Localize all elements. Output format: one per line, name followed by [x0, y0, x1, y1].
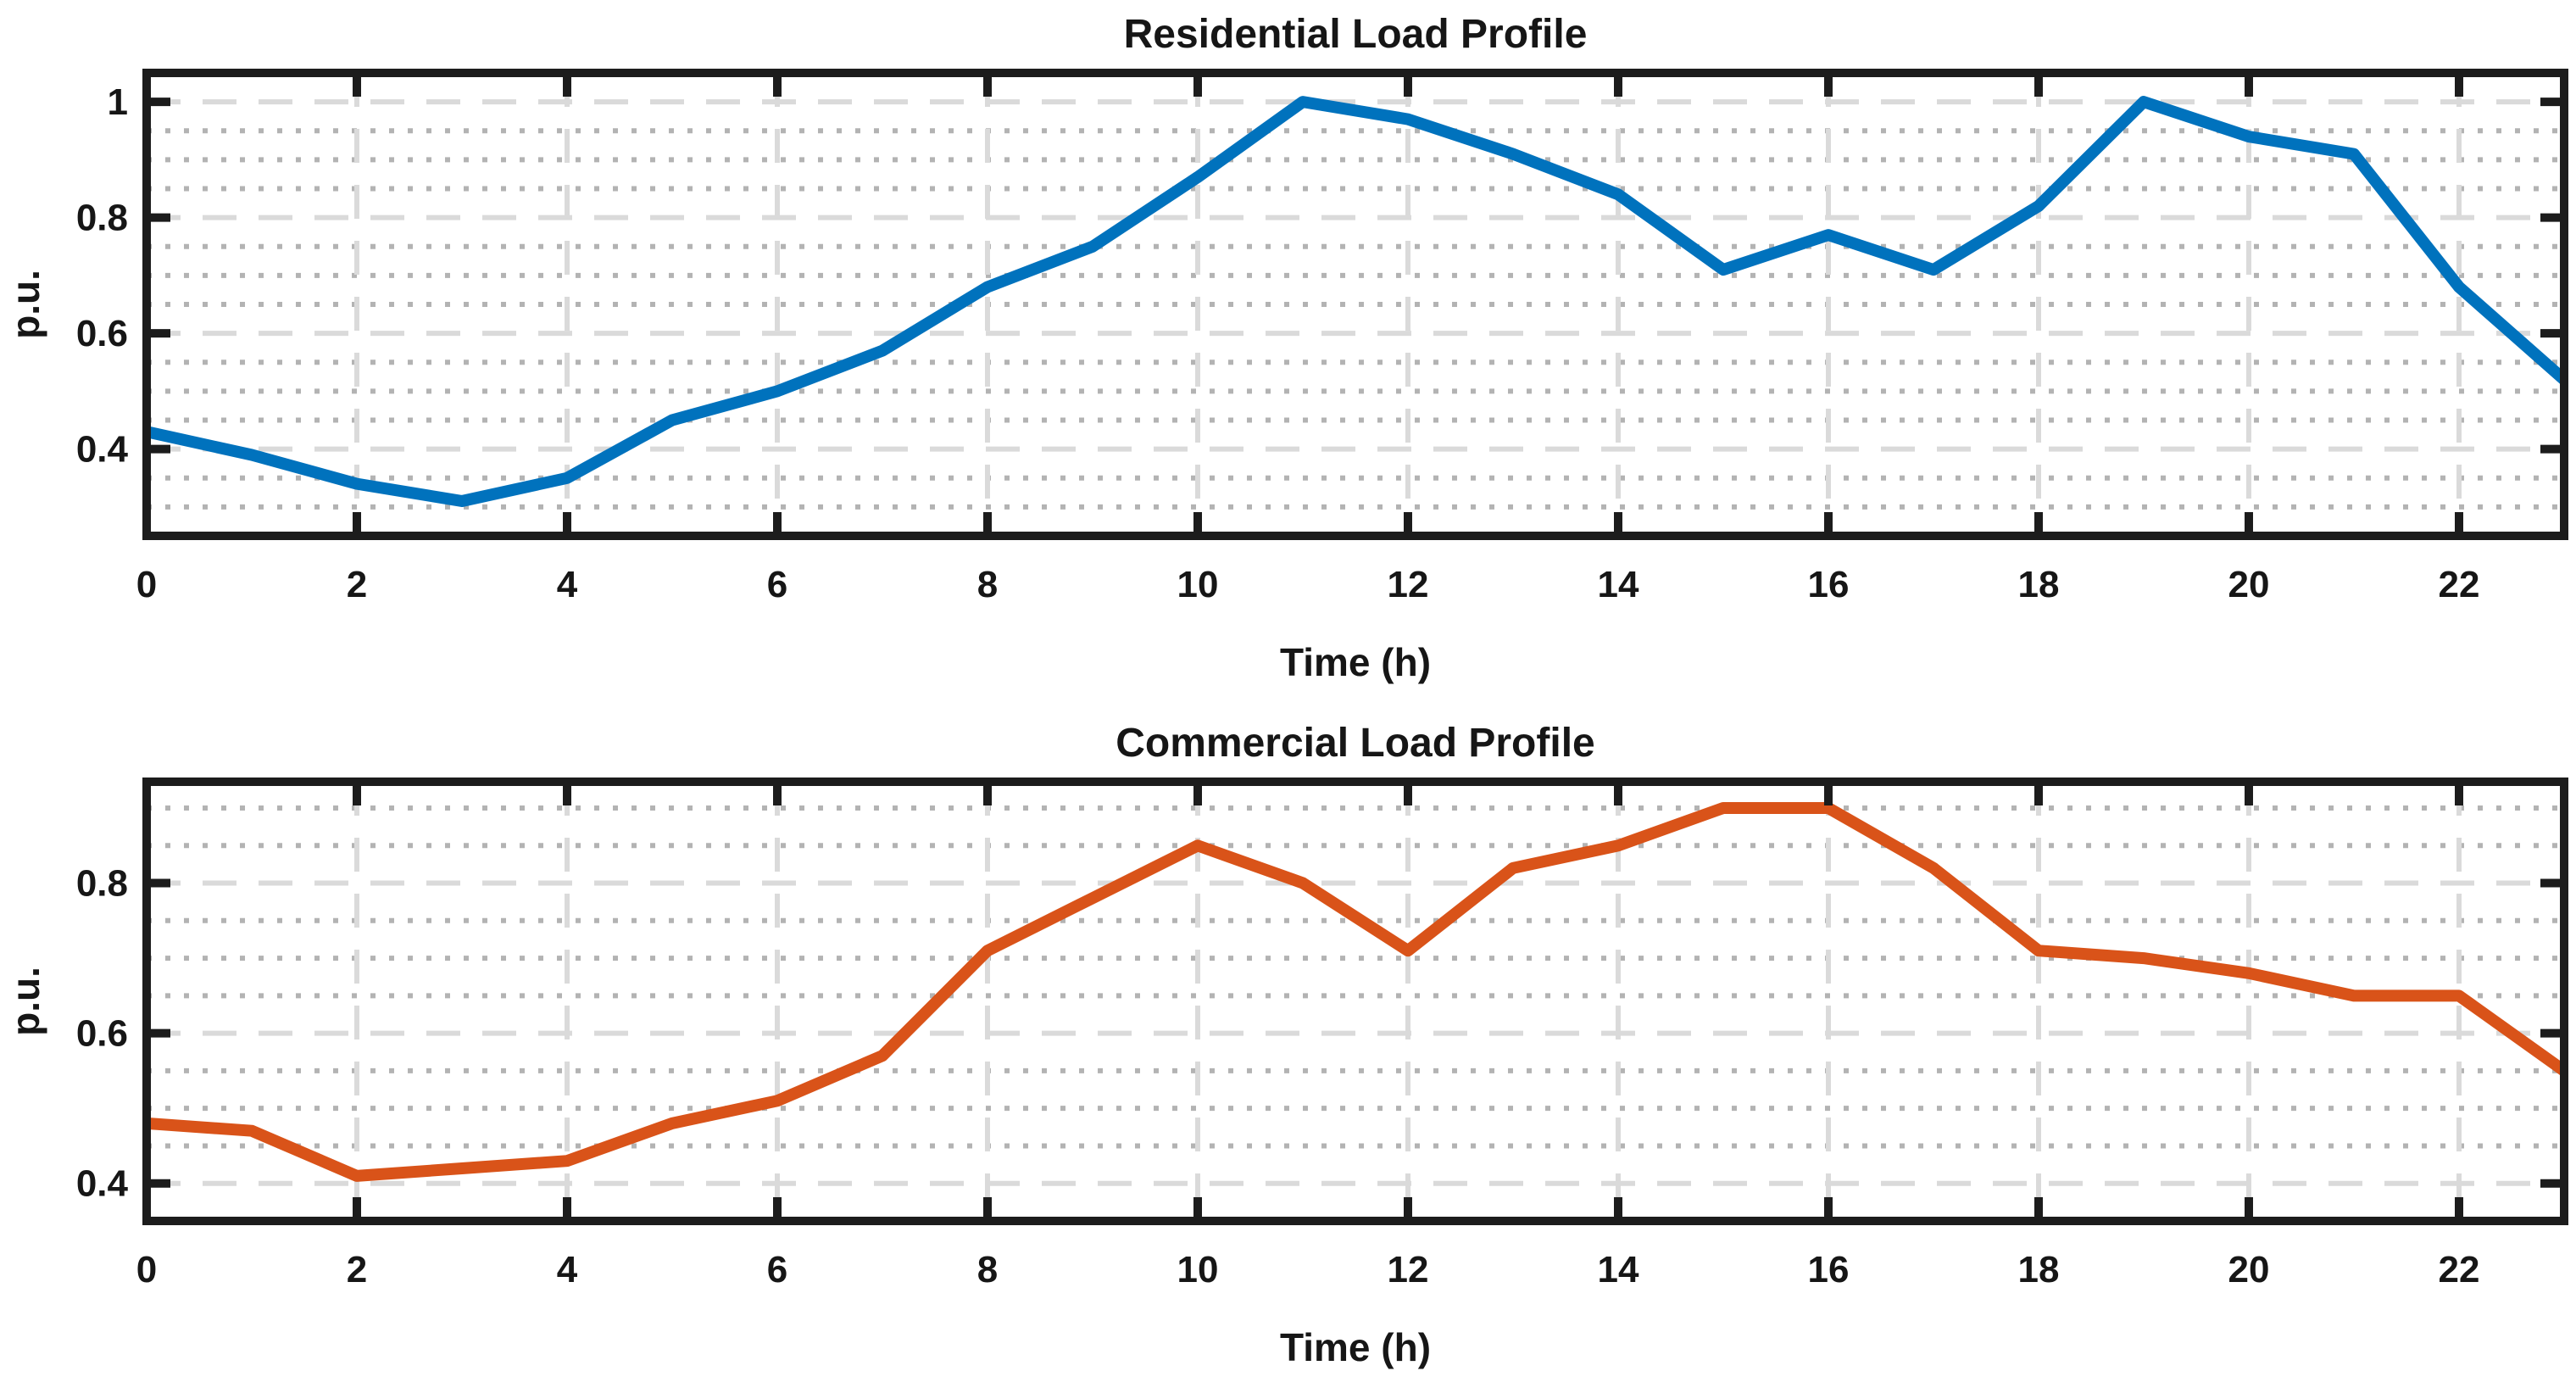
chart-title: Commercial Load Profile: [1116, 721, 1594, 766]
x-tick-label: 8: [977, 1249, 998, 1290]
commercial-chart: 0 2 4 6 8 10 12 14 16 18 20 22 0.4 0.6 0.8 Commercial L…: [3, 721, 2568, 1369]
x-tick-label: 20: [2228, 1249, 2270, 1290]
minor-gridlines: [147, 805, 2564, 1149]
x-tick-label: 18: [2018, 564, 2060, 605]
axes-box: [142, 778, 2568, 1225]
x-tick-label: 14: [1598, 564, 1639, 605]
y-tick-label: 1: [108, 81, 128, 123]
x-tick-label: 18: [2018, 1249, 2060, 1290]
y-tick-label: 0.6: [76, 313, 128, 354]
x-axis-label: Time (h): [1280, 640, 1431, 684]
chart-title: Residential Load Profile: [1124, 12, 1588, 57]
y-tick-label: 0.8: [76, 863, 128, 905]
minor-gridlines: [147, 128, 2564, 510]
residential-line: [145, 96, 2568, 507]
y-tick-label: 0.8: [76, 198, 128, 239]
tick-marks: [142, 73, 2564, 536]
x-tick-label: 16: [1808, 1249, 1850, 1290]
x-tick-label: 22: [2439, 1249, 2480, 1290]
residential-chart: 0 2 4 6 8 10 12 14 16 18 20 22 0.4 0.6 0.8 1 Residential…: [3, 12, 2568, 684]
x-tick-label: 6: [767, 564, 787, 605]
y-tick-label: 0.6: [76, 1013, 128, 1055]
major-horizontal-gridlines: [147, 99, 2564, 452]
x-tick-label: 10: [1177, 564, 1219, 605]
x-tick-label: 10: [1177, 1249, 1219, 1290]
x-axis-label: Time (h): [1280, 1325, 1431, 1369]
major-vertical-gridlines: [354, 782, 2462, 1221]
x-tick-label: 14: [1598, 1249, 1639, 1290]
x-tick-label: 4: [557, 564, 578, 605]
tick-marks: [142, 782, 2564, 1221]
x-tick-label: 2: [347, 564, 367, 605]
x-tick-label: 12: [1388, 1249, 1429, 1290]
y-axis-label: p.u.: [3, 270, 47, 339]
x-tick-label: 22: [2439, 564, 2480, 605]
x-tick-label: 6: [767, 1249, 787, 1290]
major-horizontal-gridlines: [147, 880, 2564, 1186]
major-vertical-gridlines: [354, 73, 2462, 536]
x-tick-label: 2: [347, 1249, 367, 1290]
x-tick-label: 4: [557, 1249, 578, 1290]
y-tick-label: 0.4: [76, 1163, 129, 1205]
axes-box: [142, 69, 2568, 540]
y-axis-label: p.u.: [3, 967, 47, 1036]
x-tick-label: 12: [1388, 564, 1429, 605]
commercial-line: [146, 802, 2568, 1182]
x-tick-label: 0: [136, 564, 157, 605]
y-tick-label: 0.4: [76, 429, 129, 471]
x-tick-label: 20: [2228, 564, 2270, 605]
x-tick-label: 8: [977, 564, 998, 605]
x-tick-label: 0: [136, 1249, 157, 1290]
x-tick-label: 16: [1808, 564, 1850, 605]
